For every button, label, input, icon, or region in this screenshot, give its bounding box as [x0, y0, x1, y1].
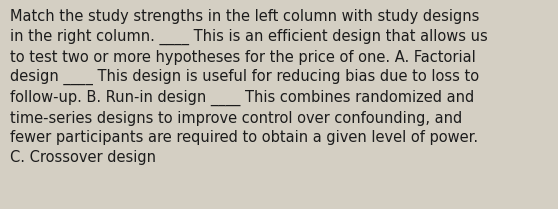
Text: Match the study strengths in the left column with study designs
in the right col: Match the study strengths in the left co… — [10, 9, 488, 165]
